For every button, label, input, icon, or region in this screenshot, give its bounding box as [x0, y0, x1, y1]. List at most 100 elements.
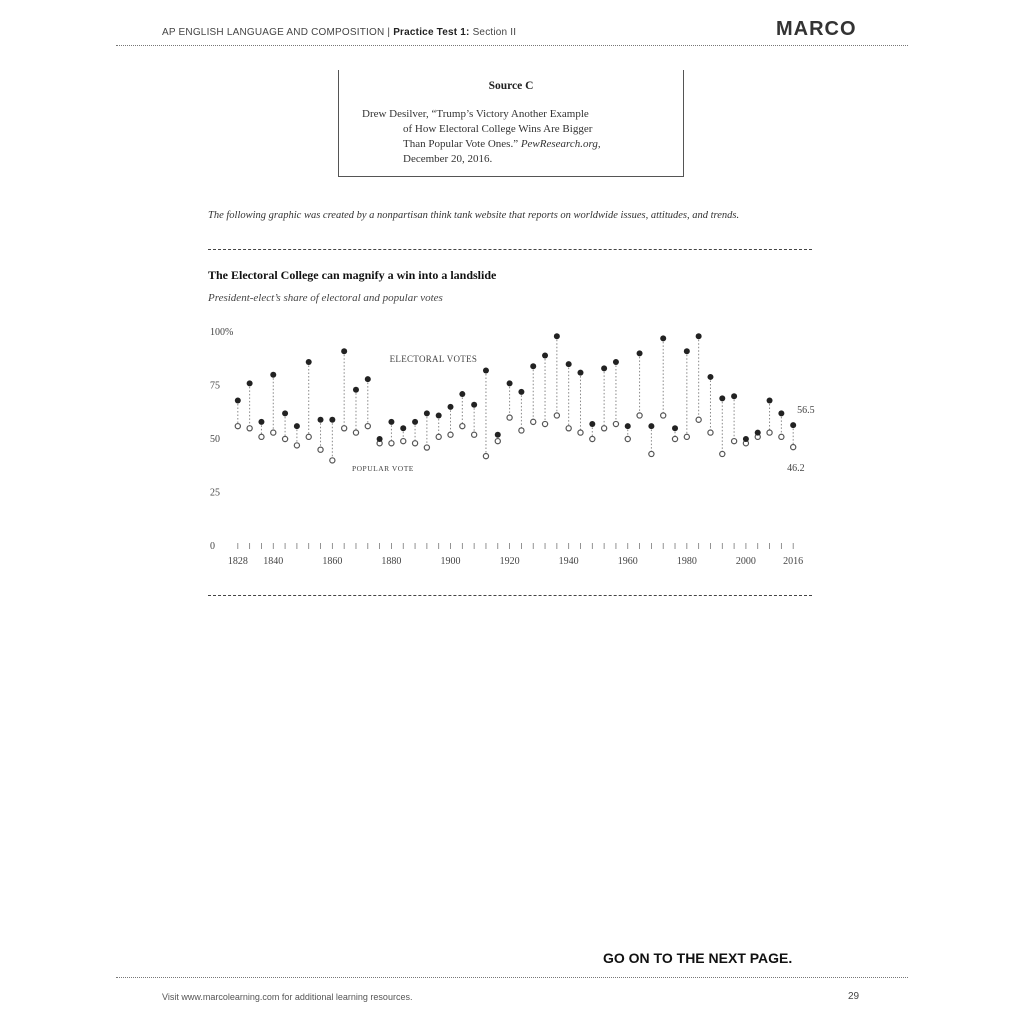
popular-vote-point — [518, 427, 525, 434]
electoral-vote-point — [447, 403, 454, 410]
electoral-vote-point — [400, 425, 407, 432]
popular-vote-point — [707, 429, 714, 436]
electoral-vote-point — [742, 436, 749, 442]
popular-vote-point — [470, 431, 478, 438]
electoral-vote-point — [270, 371, 277, 378]
electoral-vote-point — [766, 397, 773, 404]
footer-resources-link[interactable]: Visit www.marcolearning.com for addition… — [162, 992, 413, 1002]
popular-vote-point — [506, 414, 513, 421]
end-value-electoral: 56.5 — [797, 405, 815, 416]
popular-vote-point — [695, 416, 702, 423]
page-number: 29 — [848, 991, 860, 1002]
electoral-vote-point — [412, 418, 419, 425]
popular-vote-point — [329, 457, 336, 464]
popular-vote-point — [293, 442, 301, 449]
electoral-vote-point — [530, 363, 537, 370]
electoral-vote-point — [506, 380, 513, 387]
electoral-vote-point — [258, 418, 265, 425]
x-tick-label: 1828 — [228, 556, 248, 567]
electoral-vote-point — [589, 421, 596, 428]
popular-vote-point — [730, 437, 738, 445]
popular-vote-point — [352, 429, 360, 436]
electoral-vote-point — [423, 410, 430, 417]
popular-vote-point — [364, 422, 371, 430]
electoral-vote-point — [459, 391, 466, 398]
source-title: Source C — [488, 80, 534, 92]
electoral-vote-point — [624, 423, 631, 430]
electoral-vote-point — [660, 335, 667, 342]
electoral-vote-point — [790, 422, 797, 429]
popular-vote-point — [636, 412, 643, 419]
next-page-notice: GO ON TO THE NEXT PAGE. — [603, 950, 793, 966]
x-tick-label: 2016 — [783, 556, 803, 567]
popular-vote-point — [246, 425, 253, 432]
y-tick-label: 50 — [210, 434, 220, 445]
popular-vote-point — [447, 431, 454, 438]
electoral-vote-point — [282, 410, 289, 417]
electoral-vote-point — [542, 352, 549, 359]
popular-vote-point — [400, 437, 407, 445]
brand-logo: MARCO — [776, 18, 857, 40]
header-title: AP ENGLISH LANGUAGE AND COMPOSITION | Pr… — [162, 27, 517, 38]
source-citation-box: Source C Drew Desilver, “Trump’s Victory… — [338, 70, 684, 177]
electoral-vote-point — [672, 425, 679, 432]
x-tick-label: 1880 — [381, 556, 401, 567]
popular-vote-point — [234, 422, 242, 430]
popular-vote-point — [589, 435, 596, 443]
citation-line: December 20, 2016. — [403, 153, 493, 165]
electoral-vote-point — [648, 423, 655, 430]
popular-vote-point — [624, 435, 631, 443]
electoral-vote-point — [731, 393, 738, 400]
electoral-vote-point — [719, 395, 726, 402]
chart-subtitle: President-elect’s share of electoral and… — [208, 292, 443, 304]
popular-vote-point — [494, 437, 501, 445]
electoral-vs-popular-chart: 0 25 50 75 100% 1828 1840 1860 1880 1900 1920 1940 1… — [210, 327, 815, 567]
citation-line: Drew Desilver, “Trump’s Victory Another … — [362, 108, 589, 120]
popular-vote-point — [340, 425, 348, 432]
electoral-vote-point — [636, 350, 643, 357]
popular-vote-point — [600, 425, 608, 432]
electoral-vote-point — [577, 369, 584, 376]
dashed-divider-top — [208, 249, 812, 250]
citation-line: Than Popular Vote Ones.” PewResearch.org… — [403, 138, 601, 150]
popular-vote-point — [648, 450, 655, 458]
popular-vote-point — [530, 418, 537, 426]
citation-line: of How Electoral College Wins Are Bigger — [403, 123, 593, 135]
electoral-vote-point — [317, 416, 324, 423]
popular-vote-point — [541, 420, 549, 428]
dashed-divider-bottom — [208, 595, 812, 596]
electoral-vote-point — [612, 358, 619, 365]
y-tick-label: 75 — [210, 381, 220, 392]
electoral-vote-point — [376, 436, 383, 442]
test-name: Practice Test 1: — [393, 27, 470, 38]
x-tick-label: 1860 — [322, 556, 342, 567]
x-tick-label: 1980 — [677, 556, 697, 567]
popular-vote-point — [577, 429, 584, 436]
popular-vote-point — [423, 444, 431, 451]
footer-divider — [116, 977, 908, 978]
popular-vote-point — [660, 412, 667, 419]
popular-vote-point — [258, 433, 265, 441]
electoral-vote-point — [234, 397, 241, 404]
electoral-vote-point — [388, 418, 395, 425]
electoral-vote-point — [482, 367, 489, 374]
electoral-vote-point — [352, 386, 359, 393]
popular-vote-point — [719, 450, 726, 458]
popular-vote-point — [766, 429, 773, 436]
popular-vote-point — [683, 433, 691, 441]
electoral-vote-point — [553, 333, 560, 340]
electoral-vote-point — [601, 365, 608, 372]
course-name: AP ENGLISH LANGUAGE AND COMPOSITION — [162, 27, 385, 38]
popular-vote-point — [305, 433, 312, 441]
section-name: Section II — [472, 27, 517, 38]
x-tick-label: 1960 — [618, 556, 638, 567]
electoral-vote-point — [364, 376, 371, 383]
popular-vote-point — [671, 435, 679, 443]
popular-vote-point — [270, 429, 277, 436]
x-tick-label: 1840 — [263, 556, 283, 567]
electoral-vote-point — [683, 348, 690, 355]
popular-vote-point — [482, 452, 490, 460]
popular-vote-label: POPULAR VOTE — [352, 464, 414, 473]
popular-vote-point — [281, 435, 289, 443]
page-header: AP ENGLISH LANGUAGE AND COMPOSITION | Pr… — [0, 0, 1024, 48]
